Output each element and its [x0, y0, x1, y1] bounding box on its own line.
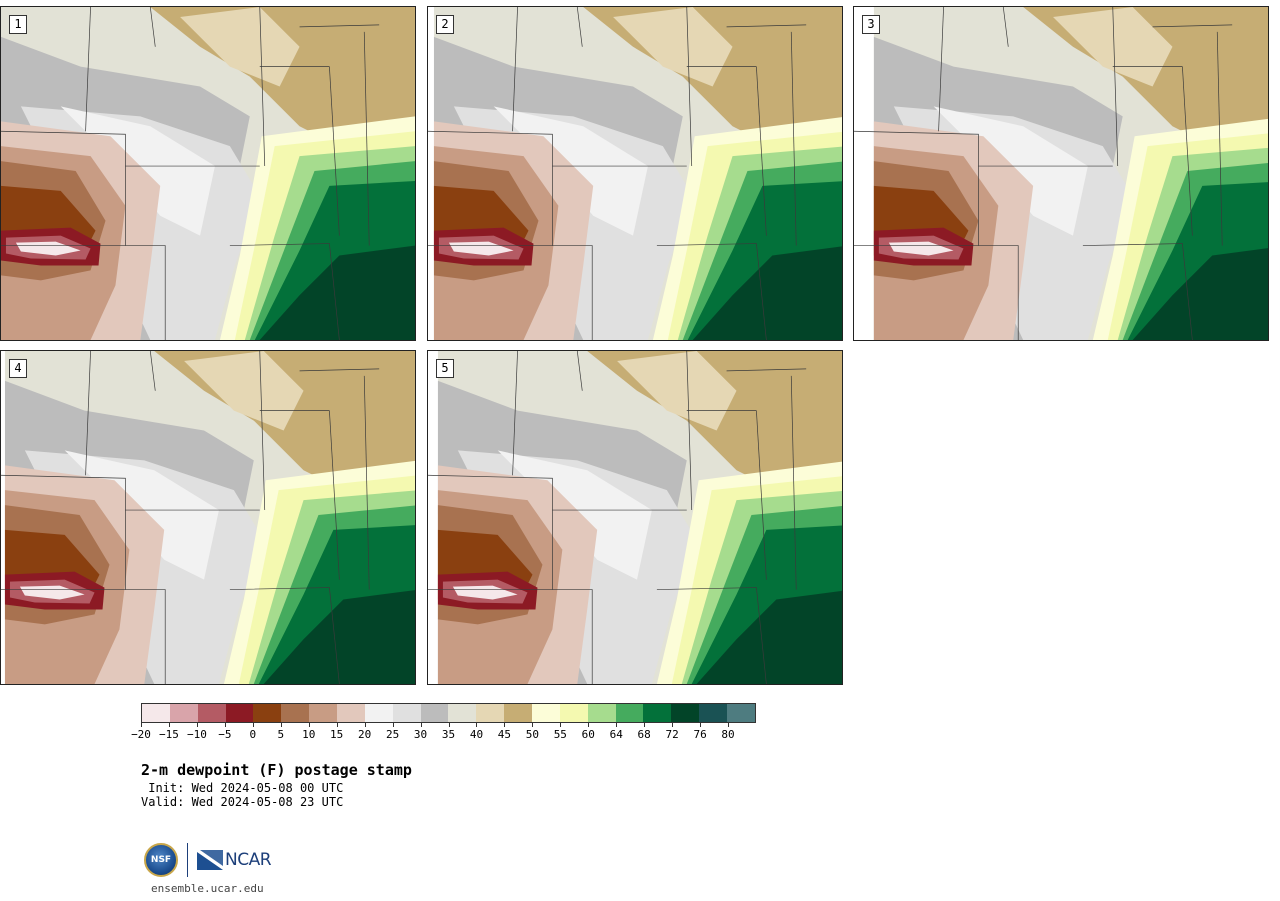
colorbar-tick: [420, 723, 422, 727]
colorbar-swatch: [587, 704, 616, 722]
website-label: ensemble.ucar.edu: [151, 882, 264, 895]
colorbar-swatch: [615, 704, 644, 722]
colorbar-tick: [392, 723, 394, 727]
member-number: 1: [9, 15, 27, 34]
colorbar-swatch: [559, 704, 588, 722]
colorbar-swatch: [727, 704, 755, 722]
colorbar-tick: [560, 723, 562, 727]
colorbar: [141, 703, 756, 723]
dewpoint-map: [854, 7, 1268, 340]
colorbar-tick-label: 10: [302, 728, 316, 741]
ncar-logo: NCAR: [197, 850, 272, 870]
colorbar-swatch: [532, 704, 560, 722]
colorbar-tick-label: −15: [159, 728, 179, 741]
colorbar-swatch: [476, 704, 505, 722]
dewpoint-map: [428, 351, 842, 684]
colorbar-tick: [196, 723, 198, 727]
colorbar-ticks: −20 −15 −10 −5 0 5 10 15 20 25 30 35 40 45 50 55 60 64 68 7…: [131, 723, 756, 743]
colorbar-tick-label: 35: [441, 728, 456, 741]
stamp-map-1: 1: [0, 6, 416, 341]
colorbar-tick-label: 55: [553, 728, 567, 741]
member-number: 3: [862, 15, 880, 34]
colorbar-tick: [588, 723, 590, 727]
colorbar-tick-label: 80: [721, 728, 735, 741]
stamp-map-3: 3: [853, 6, 1269, 341]
colorbar-swatch: [142, 704, 170, 722]
colorbar-tick: [308, 723, 310, 727]
member-number: 4: [9, 359, 27, 378]
colorbar-swatch: [281, 704, 310, 722]
member-number: 2: [436, 15, 454, 34]
colorbar-tick-label: 72: [665, 728, 679, 741]
colorbar-tick: [141, 723, 142, 727]
colorbar-swatch: [504, 704, 533, 722]
dewpoint-map: [428, 7, 842, 340]
member-number: 5: [436, 359, 454, 378]
colorbar-tick-label: 0: [249, 728, 257, 741]
colorbar-tick-label: −10: [186, 728, 207, 741]
logos: NSF NCAR: [144, 843, 272, 877]
dewpoint-map: [1, 351, 415, 684]
colorbar-tick: [448, 723, 450, 727]
colorbar-swatch: [364, 704, 393, 722]
colorbar-tick-label: 25: [385, 728, 400, 741]
colorbar-tick: [532, 723, 534, 727]
nsf-logo: NSF: [144, 843, 178, 877]
colorbar-tick: [364, 723, 366, 727]
colorbar-swatch: [169, 704, 198, 722]
colorbar-tick-label: 40: [469, 728, 484, 741]
colorbar-tick: [336, 723, 338, 727]
colorbar-tick: [700, 723, 702, 727]
colorbar-tick-label: 64: [609, 728, 623, 741]
ncar-logo-text: NCAR: [225, 850, 272, 870]
colorbar-tick: [616, 723, 618, 727]
stamp-map-4: 4: [0, 350, 416, 685]
valid-time: Valid: Wed 2024-05-08 23 UTC: [141, 795, 344, 809]
colorbar-swatch: [225, 704, 254, 722]
colorbar-swatch: [448, 704, 477, 722]
colorbar-swatch: [392, 704, 421, 722]
stamp-map-5: 5: [427, 350, 843, 685]
colorbar-swatch: [671, 704, 700, 722]
colorbar-tick: [224, 723, 226, 727]
colorbar-swatch: [699, 704, 728, 722]
colorbar-swatch: [643, 704, 672, 722]
ncar-mark-icon: [197, 850, 223, 870]
colorbar-tick-label: 30: [413, 728, 428, 741]
colorbar-tick-label: 60: [581, 728, 595, 741]
colorbar-swatch: [197, 704, 226, 722]
colorbar-tick: [252, 723, 254, 727]
colorbar-tick-label: 68: [637, 728, 651, 741]
colorbar-tick: [728, 723, 730, 727]
colorbar-swatch: [253, 704, 282, 722]
colorbar-tick: [504, 723, 506, 727]
colorbar-tick-label: 5: [277, 728, 285, 741]
colorbar-tick: [168, 723, 170, 727]
colorbar-swatch: [337, 704, 365, 722]
colorbar-tick-label: 76: [693, 728, 707, 741]
colorbar-tick-label: −5: [218, 728, 232, 741]
title-block: 2-m dewpoint (F) postage stamp Init: Wed…: [141, 761, 412, 809]
logo-divider: [187, 843, 188, 877]
colorbar-tick: [280, 723, 282, 727]
colorbar-tick-label: 50: [525, 728, 539, 741]
colorbar-tick-label: −20: [131, 728, 151, 741]
colorbar-swatch: [309, 704, 338, 722]
colorbar-tick: [672, 723, 674, 727]
init-time: Init: Wed 2024-05-08 00 UTC: [141, 781, 344, 795]
colorbar-tick-label: 20: [358, 728, 372, 741]
dewpoint-map: [1, 7, 415, 340]
colorbar-tick: [476, 723, 478, 727]
colorbar-tick-label: 45: [497, 728, 512, 741]
colorbar-tick-label: 15: [330, 728, 344, 741]
colorbar-swatch: [420, 704, 449, 722]
plot-title: 2-m dewpoint (F) postage stamp: [141, 761, 412, 779]
colorbar-tick: [644, 723, 646, 727]
stamp-map-2: 2: [427, 6, 843, 341]
